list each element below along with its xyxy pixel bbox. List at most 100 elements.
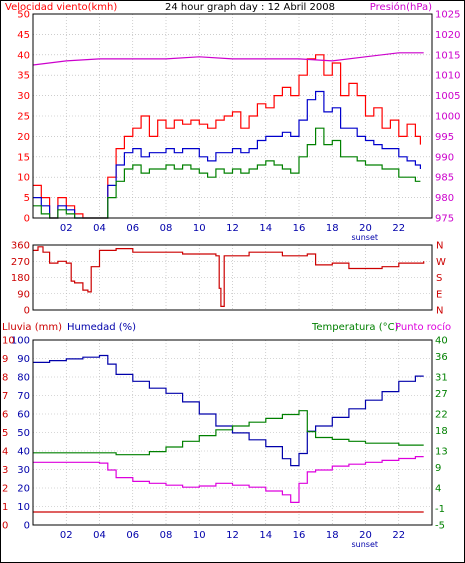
x-tick-label: 16 <box>293 530 306 541</box>
humidity-tick-label: 0 <box>24 521 30 532</box>
rain-tick-label: 2 <box>2 484 8 495</box>
rain-tick-label: 3 <box>2 465 8 476</box>
direction-tick-label: 0 <box>24 306 30 317</box>
pressure-tick-label: 1010 <box>435 71 460 82</box>
compass-label: S <box>436 273 442 284</box>
rain-tick-label: 9 <box>2 354 8 365</box>
temperature-tick-label: 27 <box>435 389 448 400</box>
dewpoint-axis-title: Punto rocío <box>395 321 451 333</box>
wind-pressure-panel: 0510152025303540455097598098599099510001… <box>17 10 460 243</box>
wind-speed-axis-title: Velocidad viento(kmh) <box>5 2 117 13</box>
wind-speed-tick-label: 0 <box>24 214 30 225</box>
x-tick-label: 10 <box>193 530 206 541</box>
x-tick-label: 18 <box>326 530 339 541</box>
temperature-series <box>33 410 424 456</box>
temperature-tick-label: 40 <box>435 336 448 347</box>
humidity-tick-label: 10 <box>17 502 30 513</box>
humidity-tick-label: 20 <box>17 484 30 495</box>
x-tick-label: 06 <box>126 530 139 541</box>
direction-panel-frame <box>32 244 433 311</box>
wind-average-series <box>33 127 421 219</box>
compass-label: E <box>436 289 442 300</box>
wind-panel-frame <box>32 13 433 219</box>
pressure-tick-label: 985 <box>435 173 454 184</box>
x-tick-label: 02 <box>60 223 73 234</box>
wind-speed-tick-label: 5 <box>24 193 30 204</box>
wind-speed-tick-label: 10 <box>17 173 30 184</box>
direction-tick-label: 180 <box>11 273 30 284</box>
x-tick-label: 20 <box>359 530 372 541</box>
direction-tick-label: 360 <box>11 241 30 252</box>
wind-speed-tick-label: 25 <box>17 112 30 123</box>
wind-direction-series <box>33 246 425 307</box>
rain-tick-label: 10 <box>2 336 15 347</box>
graph-title: 24 hour graph day : 12 Abril 2008 <box>165 2 335 13</box>
pressure-tick-label: 980 <box>435 193 454 204</box>
x-tick-label: 20 <box>359 223 372 234</box>
temperature-tick-label: 18 <box>435 426 448 437</box>
rain-tick-label: 4 <box>2 447 8 458</box>
temperature-tick-label: 9 <box>435 463 441 474</box>
x-tick-label: 22 <box>392 530 405 541</box>
compass-label: N <box>436 306 443 317</box>
humidity-tick-label: 70 <box>17 391 30 402</box>
wind-speed-tick-label: 30 <box>17 91 30 102</box>
humidity-tick-label: 90 <box>17 354 30 365</box>
pressure-tick-label: 1000 <box>435 112 460 123</box>
humidity-temperature-panel: 0010120230340450560670780890910010-5-149… <box>2 336 448 550</box>
x-tick-label: 08 <box>160 530 173 541</box>
sunset-label: sunset <box>352 540 379 549</box>
temperature-tick-label: -5 <box>435 521 445 532</box>
x-tick-label: 22 <box>392 223 405 234</box>
temperature-tick-label: 36 <box>435 352 448 363</box>
x-tick-label: 02 <box>60 530 73 541</box>
humidity-tick-label: 30 <box>17 465 30 476</box>
x-tick-label: 04 <box>93 530 106 541</box>
pressure-tick-label: 995 <box>435 132 454 143</box>
temperature-tick-label: 31 <box>435 373 448 384</box>
rain-tick-label: 5 <box>2 428 8 439</box>
x-tick-label: 14 <box>259 530 272 541</box>
temperature-tick-label: 4 <box>435 484 441 495</box>
wind-speed-tick-label: 45 <box>17 30 30 41</box>
temperature-tick-label: -1 <box>435 504 445 515</box>
pressure-tick-label: 975 <box>435 214 454 225</box>
humidity-tick-label: 80 <box>17 373 30 384</box>
temperature-tick-label: 22 <box>435 410 448 421</box>
pressure-tick-label: 990 <box>435 152 454 163</box>
humidity-tick-label: 40 <box>17 447 30 458</box>
sunset-label: sunset <box>352 233 379 242</box>
humidity-tick-label: 50 <box>17 428 30 439</box>
rain-tick-label: 0 <box>2 521 8 532</box>
wind-speed-tick-label: 15 <box>17 152 30 163</box>
pressure-tick-label: 1025 <box>435 10 460 21</box>
x-tick-label: 18 <box>326 223 339 234</box>
dewpoint-series <box>33 456 424 503</box>
x-tick-label: 04 <box>93 223 106 234</box>
wind-speed-tick-label: 50 <box>17 10 30 21</box>
x-tick-label: 14 <box>259 223 272 234</box>
rain-axis-title: Lluvia (mm) <box>2 322 62 333</box>
x-tick-label: 10 <box>193 223 206 234</box>
wind-gust-series <box>33 90 421 219</box>
pressure-series <box>32 52 424 66</box>
temperature-axis-title: Temperatura (°C) <box>311 322 399 333</box>
pressure-tick-label: 1015 <box>435 50 460 61</box>
pressure-axis-title: Presión(hPa) <box>370 1 432 13</box>
wind-speed-tick-label: 35 <box>17 71 30 82</box>
pressure-tick-label: 1020 <box>435 30 460 41</box>
pressure-tick-label: 1005 <box>435 91 460 102</box>
wind-speed-tick-label: 20 <box>17 132 30 143</box>
x-tick-label: 16 <box>293 223 306 234</box>
humidity-axis-title: Humedad (%) <box>67 322 136 333</box>
rain-tick-label: 8 <box>2 373 8 384</box>
direction-tick-label: 90 <box>17 289 30 300</box>
compass-label: W <box>436 257 446 268</box>
rain-tick-label: 1 <box>2 502 8 513</box>
x-tick-label: 12 <box>226 530 239 541</box>
temperature-tick-label: 13 <box>435 447 448 458</box>
humidity-tick-label: 100 <box>11 336 30 347</box>
rain-tick-label: 6 <box>2 410 8 421</box>
